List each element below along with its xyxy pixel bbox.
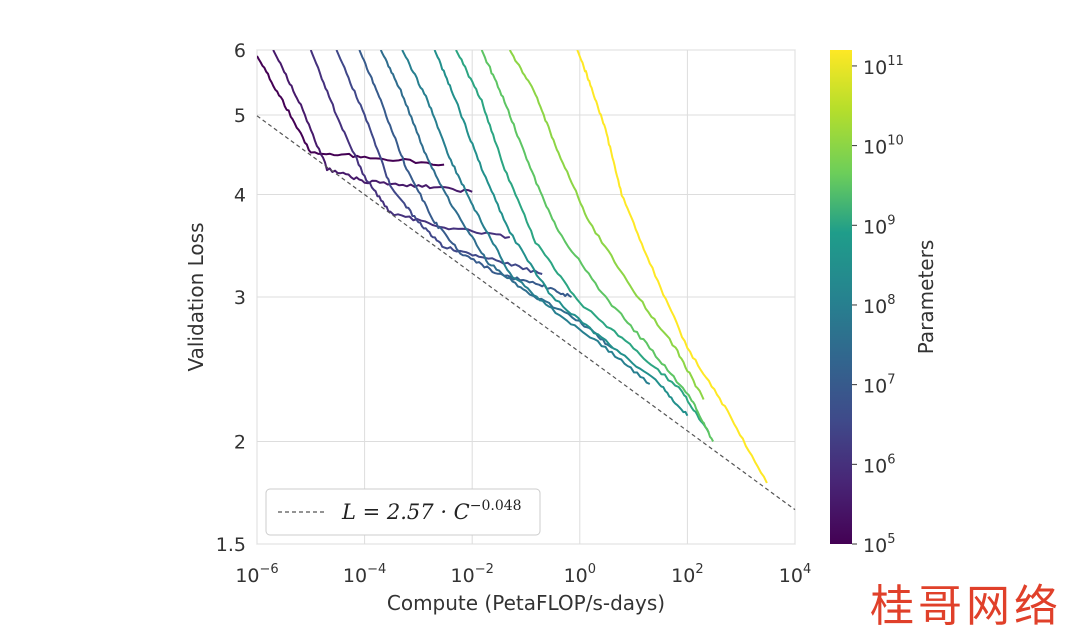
y-tick-label: 6 [234,40,246,62]
series-line [379,50,613,349]
legend: L = 2.57 · C−0.048 [265,488,541,536]
series-line [401,50,651,385]
series-line [335,50,543,275]
series-line [433,50,689,417]
colorbar-tick-label: 1010 [863,134,904,159]
series-line [480,50,714,442]
y-tick-label: 2 [234,431,246,453]
watermark: 桂哥网络 [870,581,1062,632]
colorbar-tick-label: 109 [863,213,895,238]
grid-lines [256,49,796,545]
x-tick-label: 104 [779,562,811,587]
x-tick-label: 102 [671,562,703,587]
series-lines [257,50,768,484]
x-axis-ticks: 10−6 10−4 10−2 100 102 104 [235,562,811,587]
colorbar-tick-label: 1011 [863,54,904,79]
colorbar-ticks: 105 106 107 108 109 1010 1011 [852,54,904,557]
x-axis-label: Compute (PetaFLOP/s-days) [387,591,665,615]
series-line [358,50,572,298]
colorbar [830,50,852,544]
series-line [508,50,705,400]
series-line [309,50,510,239]
y-axis-ticks: 1.5 2 3 4 5 6 [216,40,246,556]
frontier-fit-line [256,115,796,511]
series-line [257,55,445,167]
y-tick-label: 5 [234,105,246,127]
series-line [455,50,710,434]
x-tick-label: 10−2 [451,562,494,587]
y-axis-label: Validation Loss [184,223,208,372]
series-line [576,50,768,484]
y-tick-label: 1.5 [216,534,246,556]
x-tick-label: 10−6 [235,562,278,587]
y-tick-label: 4 [234,184,246,206]
legend-formula: L = 2.57 · C−0.048 [341,498,522,524]
colorbar-tick-label: 107 [863,373,895,398]
series-line [272,50,473,193]
x-tick-label: 10−4 [343,562,386,587]
colorbar-tick-label: 105 [863,532,895,557]
legend-box [265,488,541,536]
colorbar-label: Parameters [914,240,938,354]
y-tick-label: 3 [234,287,246,309]
colorbar-tick-label: 108 [863,293,895,318]
x-tick-label: 100 [564,562,596,587]
colorbar-tick-label: 106 [863,452,895,477]
